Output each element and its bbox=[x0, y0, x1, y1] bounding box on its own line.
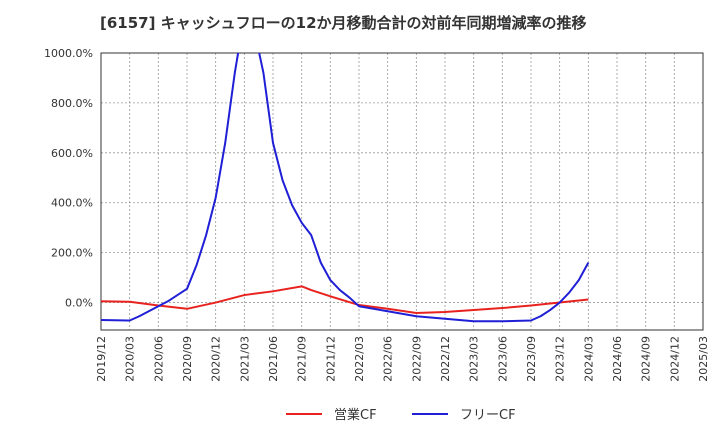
x-tick-label: 2019/12 bbox=[95, 336, 108, 382]
x-tick-label: 2024/03 bbox=[582, 336, 595, 382]
x-tick-label: 2025/03 bbox=[697, 336, 710, 382]
x-tick-label: 2024/12 bbox=[668, 336, 681, 382]
x-tick-label: 2021/06 bbox=[267, 336, 280, 382]
x-tick-label: 2020/03 bbox=[124, 336, 137, 382]
series-line-operating-cf bbox=[101, 285, 589, 315]
legend-label: 営業CF bbox=[334, 407, 377, 423]
y-tick-label: 1000.0% bbox=[44, 47, 93, 60]
y-tick-label: 800.0% bbox=[51, 97, 93, 110]
x-tick-label: 2023/03 bbox=[468, 336, 481, 382]
y-tick-label: 200.0% bbox=[51, 247, 93, 260]
x-tick-label: 2023/06 bbox=[496, 336, 509, 382]
x-tick-label: 2020/09 bbox=[181, 336, 194, 382]
x-tick-label: 2024/06 bbox=[611, 336, 624, 382]
x-tick-label: 2021/12 bbox=[324, 336, 337, 382]
x-tick-label: 2020/12 bbox=[210, 336, 223, 382]
x-tick-label: 2023/12 bbox=[554, 336, 567, 382]
x-tick-label: 2023/09 bbox=[525, 336, 538, 382]
x-tick-label: 2022/09 bbox=[410, 336, 423, 382]
plot-frame bbox=[100, 52, 704, 331]
x-tick-label: 2022/12 bbox=[439, 336, 452, 382]
series-line-free-cf bbox=[101, 53, 590, 323]
x-tick-label: 2024/09 bbox=[640, 336, 653, 382]
legend-label: フリーCF bbox=[460, 408, 516, 423]
x-tick-label: 2021/03 bbox=[238, 336, 251, 382]
x-tick-label: 2022/03 bbox=[353, 336, 366, 382]
chart-title: [6157] キャッシュフローの12か月移動合計の対前年同期増減率の推移 bbox=[100, 14, 587, 32]
x-tick-label: 2022/06 bbox=[382, 336, 395, 382]
y-tick-label: 600.0% bbox=[51, 147, 93, 160]
y-tick-label: 400.0% bbox=[51, 197, 93, 210]
x-tick-label: 2021/09 bbox=[296, 336, 309, 382]
y-tick-label: 0.0% bbox=[65, 297, 93, 310]
x-tick-label: 2020/06 bbox=[152, 336, 165, 382]
